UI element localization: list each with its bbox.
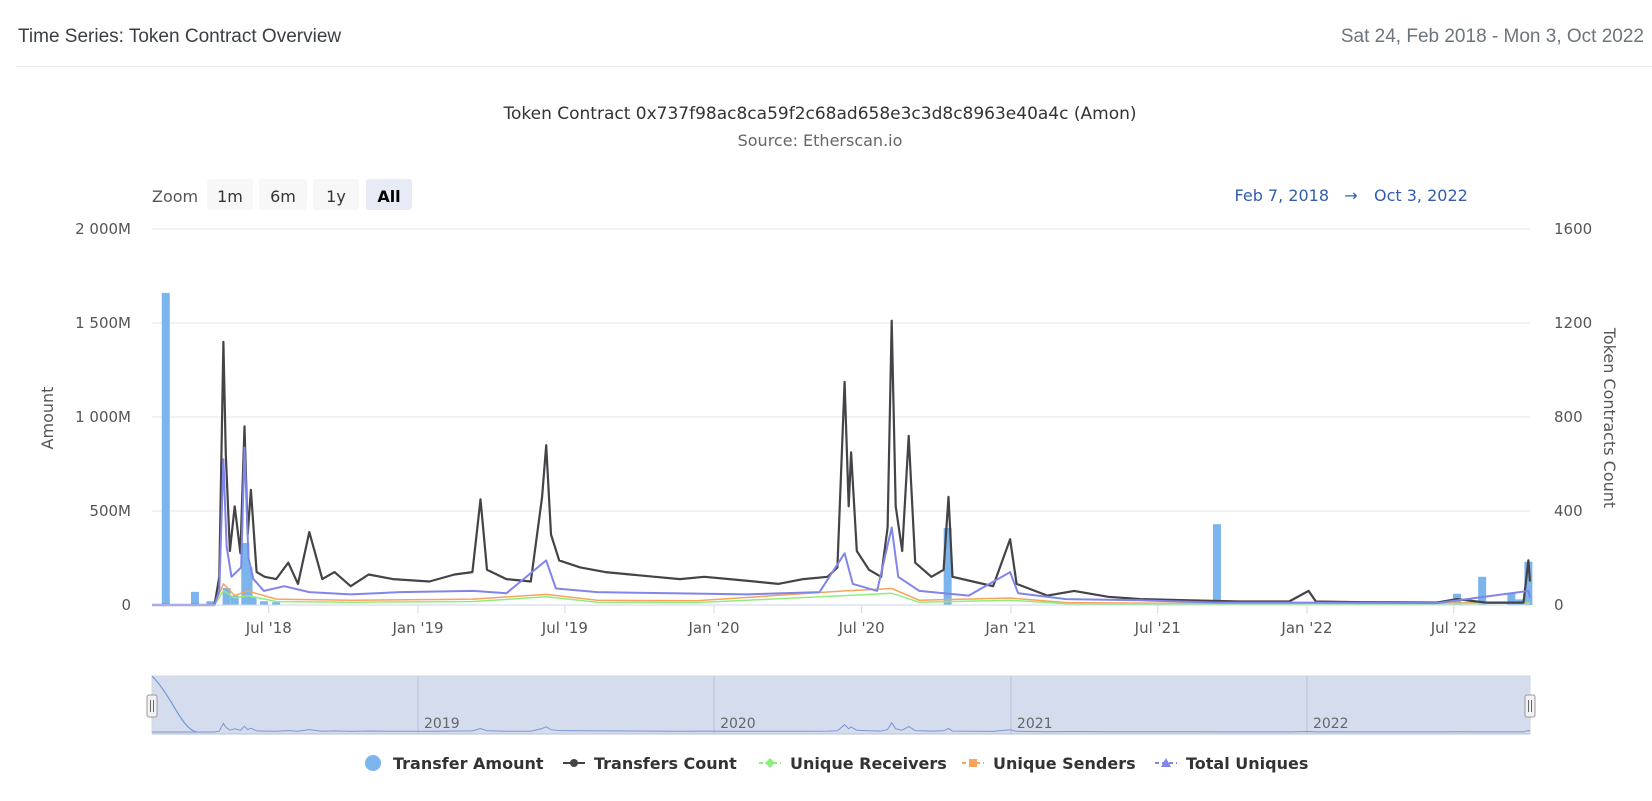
x-tick-label: Jul '22 [1430,619,1477,637]
zoom-all-label[interactable]: All [377,187,400,206]
navigator-year-label: 2022 [1313,716,1349,732]
y-left-tick-label: 2 000M [75,220,131,238]
card-title: Time Series: Token Contract Overview [18,26,342,47]
zoom-1y-label[interactable]: 1y [326,187,346,206]
transfer-amount-bar [230,595,239,605]
y-axis-right: 0 400 800 1200 1600 [1554,220,1592,614]
navigator-series-line [152,721,1531,733]
grid [152,228,1530,606]
transfer-amount-bar [206,601,215,605]
unique-senders-line [152,583,1531,606]
x-tick-label: Jul '20 [838,619,885,637]
transfer-amount-bar [259,601,268,605]
legend-label: Unique Receivers [790,754,947,773]
navigator-handle-right[interactable] [1524,694,1536,718]
transfer-amount-bar [1507,593,1516,605]
x-tick-label: Jan '22 [1280,619,1332,637]
x-axis: Jul '18 Jan '19 Jul '19 Jan '20 Jul '20 Jan '… [152,604,1530,637]
transfer-amount-bar [161,292,170,605]
transfer-amount-bar [1478,576,1487,605]
legend-item-transfer-amount[interactable]: Transfer Amount [365,754,544,773]
x-tick-label: Jan '19 [391,619,443,637]
range-arrow: → [1344,186,1357,205]
x-tick-label: Jan '20 [688,619,740,637]
card-header: Time Series: Token Contract Overview Sat… [16,6,1652,67]
transfer-amount-bar [272,602,281,605]
chart-subtitle: Source: Etherscan.io [738,131,903,150]
y-right-tick-label: 1200 [1554,314,1592,332]
legend-symbol-dot-icon [570,759,578,767]
transfer-amount-bar [222,588,231,605]
legend-symbol-circle-icon [365,755,381,771]
legend: Transfer Amount Transfers Count Unique Rec… [365,754,1308,773]
transfer-amount-bar [943,527,952,605]
legend-item-unique-receivers[interactable]: Unique Receivers [759,754,947,773]
x-tick-label: Jul '18 [245,619,292,637]
unique-receivers-line [152,590,1531,606]
transfers-count-line [152,319,1532,607]
plot-area [152,292,1533,607]
zoom-1y-button[interactable] [313,179,359,210]
legend-label: Total Uniques [1186,754,1308,773]
navigator-amount-line [151,675,198,733]
legend-symbol-diamond-icon [765,758,775,768]
transfer-amount-bar [1524,561,1533,605]
chart-title: Token Contract 0x737f98ac8ca59f2c68ad658… [502,104,1136,124]
y-right-tick-label: 1600 [1554,220,1592,238]
y-left-tick-label: 500M [89,502,131,520]
range-to-input[interactable]: Oct 3, 2022 [1374,186,1468,205]
zoom-6m-label[interactable]: 6m [270,187,296,206]
legend-item-unique-senders[interactable]: Unique Senders [962,754,1136,773]
total-uniques-line [152,446,1531,606]
range-selector: Zoom 1m 6m 1y All Feb 7, 2018 → Oct 3, 2… [152,179,1468,210]
legend-symbol-triangle-icon [1161,758,1171,767]
x-tick-label: Jul '19 [541,619,588,637]
range-from-input[interactable]: Feb 7, 2018 [1235,186,1329,205]
zoom-6m-button[interactable] [259,179,307,210]
navigator-year-label: 2019 [424,716,460,732]
y-axis-left: 0 500M 1 000M 1 500M 2 000M [75,220,131,614]
legend-symbol-square-icon [969,759,977,767]
navigator-year-label: 2021 [1017,716,1053,732]
card-date-range: Sat 24, Feb 2018 - Mon 3, Oct 2022 [1340,26,1644,47]
transfer-amount-bar [244,567,253,605]
navigator-year-label: 2020 [720,716,756,732]
zoom-all-button[interactable] [366,179,412,210]
y-right-tick-label: 800 [1554,408,1583,426]
zoom-label: Zoom [152,187,198,206]
zoom-1m-label[interactable]: 1m [217,187,243,206]
y-axis-left-title: Amount [38,387,57,450]
y-axis-right-title: Token Contracts Count [1600,327,1619,508]
y-right-tick-label: 0 [1554,596,1564,614]
transfer-amount-bar [190,591,199,605]
legend-label: Transfers Count [594,754,737,773]
x-tick-label: Jul '21 [1134,619,1181,637]
legend-item-total-uniques[interactable]: Total Uniques [1155,754,1308,773]
x-tick-label: Jan '21 [984,619,1036,637]
y-left-tick-label: 1 000M [75,408,131,426]
legend-label: Transfer Amount [393,754,544,773]
navigator[interactable]: 2019 2020 2021 2022 [146,675,1536,735]
legend-label: Unique Senders [993,754,1136,773]
transfer-amount-bar [248,597,257,605]
zoom-1m-button[interactable] [207,179,253,210]
y-right-tick-label: 400 [1554,502,1583,520]
legend-item-transfers-count[interactable]: Transfers Count [563,754,737,773]
navigator-handle-left[interactable] [146,694,158,718]
transfer-amount-bar [1212,524,1221,605]
y-left-tick-label: 0 [121,596,131,614]
y-left-tick-label: 1 500M [75,314,131,332]
